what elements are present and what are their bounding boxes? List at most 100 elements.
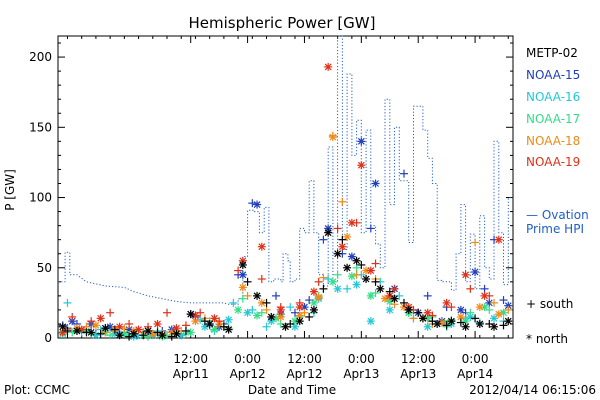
x-tick-label-time: 12:00 — [173, 352, 208, 366]
data-point-noaa-19-plus — [234, 266, 243, 275]
data-point-noaa-15-plus — [272, 291, 281, 300]
x-axis-ticks: 12:00Apr110:00Apr1212:00Apr120:00Apr1312… — [66, 36, 509, 381]
data-point-metp-02-plus — [200, 317, 209, 326]
data-point-metp-02-star — [267, 312, 276, 321]
legend-marker-north: * north — [526, 332, 568, 346]
data-point-noaa-17-star — [347, 272, 356, 281]
x-tick-label-time: 12:00 — [287, 352, 322, 366]
data-point-noaa-19-plus — [447, 303, 456, 312]
data-point-noaa-19-plus — [106, 308, 115, 317]
data-point-metp-02-plus — [139, 331, 148, 340]
data-point-metp-02-plus — [110, 325, 119, 334]
data-point-noaa-15-plus — [499, 296, 508, 305]
data-point-metp-02-plus — [385, 287, 394, 296]
legend-item-noaa-17: NOAA-17 — [526, 112, 580, 126]
data-point-metp-02-star — [309, 305, 318, 314]
plot-source-label: Plot: CCMC — [4, 383, 70, 397]
y-tick-label: 150 — [29, 120, 52, 134]
data-point-metp-02-star — [72, 326, 81, 335]
data-point-metp-02-star — [362, 275, 371, 284]
data-point-metp-02-star — [295, 317, 304, 326]
data-point-noaa-15-star — [471, 267, 480, 276]
chart-title: Hemispheric Power [GW] — [189, 14, 376, 32]
y-tick-label: 0 — [44, 331, 52, 345]
data-point-metp-02-star — [253, 291, 262, 300]
data-point-noaa-16-star — [352, 280, 361, 289]
data-point-noaa-15-star — [253, 200, 262, 209]
data-point-noaa-19-star — [442, 298, 451, 307]
data-point-noaa-19-star — [295, 303, 304, 312]
data-point-metp-02-plus — [357, 260, 366, 269]
data-point-metp-02-star — [390, 294, 399, 303]
x-tick-label-date: Apr14 — [457, 367, 493, 381]
data-point-noaa-18-star — [238, 283, 247, 292]
data-point-metp-02-plus — [499, 321, 508, 330]
data-point-noaa-18-star — [276, 312, 285, 321]
data-point-noaa-19-star — [357, 161, 366, 170]
data-point-noaa-15-star — [238, 270, 247, 279]
data-point-metp-02-plus — [371, 277, 380, 286]
data-point-noaa-19-plus — [257, 275, 266, 284]
data-point-noaa-18-star — [343, 232, 352, 241]
data-point-noaa-18-plus — [338, 197, 347, 206]
data-point-noaa-19-star — [324, 62, 333, 71]
data-point-metp-02-plus — [338, 235, 347, 244]
data-point-noaa-19-star — [257, 242, 266, 251]
data-point-noaa-16-star — [423, 322, 432, 331]
data-point-noaa-19-plus — [87, 317, 96, 326]
x-tick-label-time: 0:00 — [234, 352, 261, 366]
data-point-metp-02-plus — [167, 332, 176, 341]
data-point-metp-02-plus — [243, 277, 252, 286]
data-point-noaa-19-star — [115, 322, 124, 331]
data-point-noaa-17-plus — [238, 294, 247, 303]
data-point-noaa-18-plus — [262, 305, 271, 314]
legend-item-noaa-19: NOAA-19 — [526, 155, 580, 169]
legend-marker-south: + south — [526, 297, 573, 311]
data-point-noaa-19-plus — [163, 308, 172, 317]
legend-item-noaa-18: NOAA-18 — [526, 134, 580, 148]
plot-frame — [57, 35, 514, 339]
data-point-metp-02-plus — [125, 332, 134, 341]
data-point-metp-02-star — [205, 319, 214, 328]
data-point-metp-02-star — [324, 228, 333, 237]
data-point-metp-02-star — [172, 329, 181, 338]
x-tick-label-time: 0:00 — [462, 352, 489, 366]
data-point-metp-02-star — [101, 324, 110, 333]
data-point-noaa-18-star — [328, 133, 337, 142]
x-axis-label: Date and Time — [248, 383, 336, 397]
data-point-noaa-17-star — [309, 298, 318, 307]
data-point-metp-02-star — [186, 310, 195, 319]
data-point-noaa-16-plus — [63, 298, 72, 307]
data-point-metp-02-star — [418, 314, 427, 323]
legend-ovation-line1: — Ovation — [526, 208, 589, 222]
data-point-metp-02-star — [447, 317, 456, 326]
data-point-noaa-19-star — [494, 235, 503, 244]
data-point-metp-02-plus — [262, 298, 271, 307]
data-point-noaa-18-plus — [504, 305, 513, 314]
data-point-noaa-16-plus — [286, 303, 295, 312]
data-point-noaa-18-plus — [319, 273, 328, 282]
data-point-noaa-17-star — [366, 291, 375, 300]
data-point-metp-02-plus — [485, 319, 494, 328]
data-point-noaa-16-plus — [343, 284, 352, 293]
x-tick-label-time: 12:00 — [401, 352, 436, 366]
data-point-noaa-15-star — [371, 179, 380, 188]
data-point-metp-02-star — [58, 322, 67, 331]
data-point-metp-02-star — [158, 331, 167, 340]
legend-item-noaa-16: NOAA-16 — [526, 90, 580, 104]
data-point-metp-02-plus — [319, 284, 328, 293]
data-point-noaa-16-plus — [262, 322, 271, 331]
data-point-metp-02-star — [504, 317, 513, 326]
data-point-noaa-16-star — [224, 315, 233, 324]
legend: METP-02 NOAA-15 NOAA-16 NOAA-17 NOAA-18 … — [526, 46, 589, 346]
data-point-noaa-15-plus — [399, 169, 408, 178]
y-tick-label: 100 — [29, 191, 52, 205]
data-point-noaa-15-plus — [480, 284, 489, 293]
data-point-noaa-16-plus — [229, 298, 238, 307]
data-point-noaa-18-plus — [352, 270, 361, 279]
data-point-noaa-19-plus — [466, 284, 475, 293]
y-tick-label: 200 — [29, 50, 52, 64]
data-point-noaa-19-star — [96, 314, 105, 323]
y-axis-label: P [GW] — [3, 169, 17, 211]
data-point-noaa-15-star — [504, 301, 513, 310]
